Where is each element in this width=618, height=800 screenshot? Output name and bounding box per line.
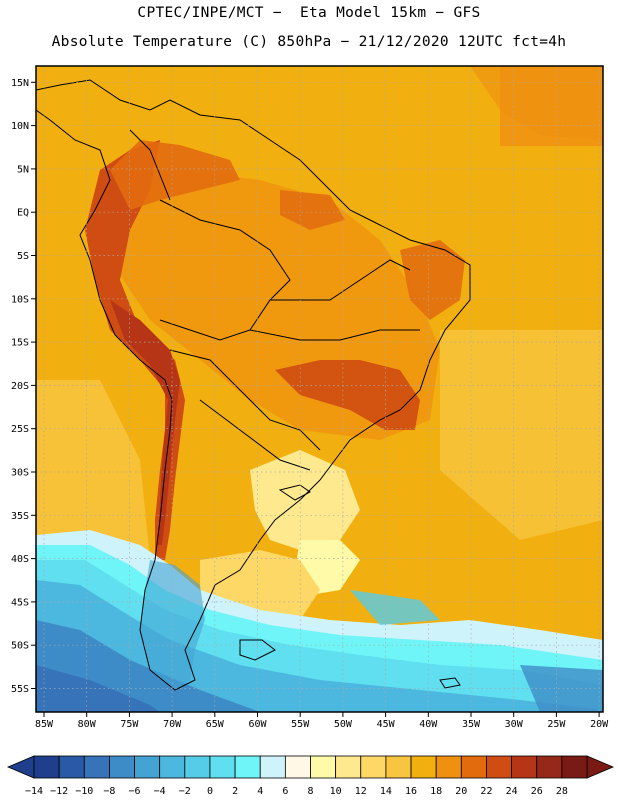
gridlines [36,66,603,712]
lat-label: 40S [11,554,29,565]
lat-label: 15N [11,78,29,89]
colorbar-label: −12 [50,786,68,797]
colorbar-swatch [335,755,362,779]
lon-label: 40W [419,719,438,730]
lat-label: 50S [11,641,29,652]
colorbar-label: 24 [506,786,518,797]
colorbar-swatch [83,755,110,779]
colorbar-swatch [58,755,85,779]
longitude-ticks: 85W 80W 75W 70W 65W 60W 55W 50W 45W 40W 35W 30W 25W 2… [35,712,609,730]
lon-label: 25W [547,719,566,730]
lat-label: EQ [17,208,29,219]
colorbar-swatch [33,755,60,779]
colorbar-label: 8 [307,786,313,797]
colorbar-label: 16 [405,786,417,797]
lat-label: 10N [11,121,29,132]
lon-label: 70W [163,719,182,730]
colorbar-swatch [109,755,135,779]
colorbar-label: 26 [531,786,543,797]
lon-label: 50W [334,719,353,730]
colorbar-label: 18 [430,786,442,797]
colorbar-label: 14 [380,786,392,797]
colorbar-label: 2 [232,786,238,797]
colorbar-label: −10 [75,786,93,797]
lat-label: 5S [17,251,29,262]
colorbar-swatch [511,755,538,779]
lat-label: 10S [11,294,29,305]
lon-label: 60W [248,719,267,730]
colorbar-swatch [284,755,311,779]
coastlines [36,79,471,691]
lon-label: 30W [505,719,524,730]
lon-label: 35W [462,719,481,730]
colorbar-label: −4 [154,786,166,797]
colorbar-label: 20 [455,786,467,797]
lon-label: 65W [206,719,225,730]
colorbar-label: 12 [355,786,367,797]
colorbar-label: 28 [556,786,568,797]
colorbar-label: −14 [25,786,43,797]
map-title-line-1: CPTEC/INPE/MCT − Eta Model 15km − GFS [137,5,481,21]
lon-label: 85W [35,719,54,730]
colorbar [6,755,615,779]
lon-label: 55W [291,719,310,730]
colorbar-swatch [134,755,161,779]
lat-label: 45S [11,597,29,608]
colorbar-swatch [310,755,337,779]
map-frame [35,65,604,713]
colorbar-swatch [234,755,261,779]
map-title-line-2: Absolute Temperature (C) 850hPa − 21/12/… [51,34,567,50]
colorbar-label: −2 [179,786,191,797]
temperature-field [36,66,603,712]
colorbar-label: 0 [207,786,213,797]
lat-label: 25S [11,424,29,435]
lat-label: 5N [17,164,29,175]
lon-label: 75W [120,719,139,730]
colorbar-swatch [360,755,387,779]
colorbar-swatch [435,755,462,779]
colorbar-over-arrow [586,755,615,779]
lon-label: 80W [78,719,97,730]
lat-label: 55S [11,684,29,695]
latitude-ticks: 15N 10N 5N EQ 5S 10S 15S 20S 25S 30S 35S 40S 45S 50S 5… [11,78,36,695]
colorbar-swatch [159,755,186,779]
colorbar-swatch [259,755,286,779]
colorbar-label: −8 [103,786,115,797]
lon-label: 20W [590,719,609,730]
lat-label: 15S [11,338,29,349]
colorbar-label: 6 [282,786,288,797]
colorbar-swatch [410,755,437,779]
colorbar-swatch [486,755,512,779]
colorbar-label: −6 [129,786,141,797]
lat-label: 35S [11,511,29,522]
colorbar-swatch [460,755,487,779]
colorbar-swatch [561,755,588,779]
colorbar-swatch [209,755,236,779]
lon-label: 45W [377,719,396,730]
colorbar-under-arrow [6,755,35,779]
lat-label: 20S [11,381,29,392]
colorbar-swatch [385,755,412,779]
colorbar-label: 10 [330,786,342,797]
lat-label: 30S [11,468,29,479]
colorbar-label: 22 [480,786,492,797]
colorbar-labels: −14 −12 −10 −8 −6 −4 −2 0 2 4 6 8 10 12 14 16 18 20 22 24 26… [25,786,568,797]
colorbar-swatch [536,755,563,779]
colorbar-swatch [184,755,211,779]
colorbar-label: 4 [257,786,263,797]
